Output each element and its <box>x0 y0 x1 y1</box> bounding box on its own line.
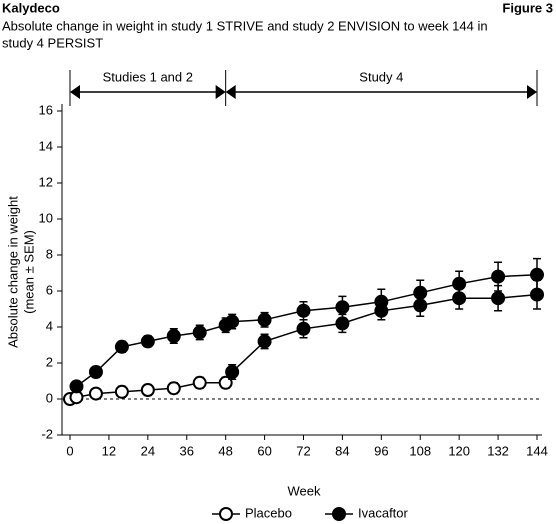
data-point <box>88 365 103 379</box>
y-axis-label: Absolute change in weight <box>5 196 20 348</box>
data-point <box>166 381 181 396</box>
data-point <box>335 300 350 315</box>
data-point <box>296 321 311 336</box>
period-label: Studies 1 and 2 <box>103 69 193 84</box>
y-tick-label: 4 <box>46 318 53 333</box>
y-tick-label: 8 <box>46 246 53 261</box>
chart-title: Absolute change in weight in study 1 STR… <box>2 18 488 33</box>
header-left: Kalydeco <box>2 0 60 15</box>
arrow-head <box>225 85 236 99</box>
data-point <box>413 298 428 313</box>
x-tick-label: 72 <box>296 443 310 458</box>
data-point <box>413 285 428 300</box>
legend-marker <box>332 507 346 521</box>
legend-marker <box>219 507 233 521</box>
data-point <box>192 325 207 340</box>
data-point <box>225 365 240 379</box>
y-tick-label: -2 <box>41 426 53 441</box>
data-point <box>257 334 272 349</box>
data-point <box>335 316 350 331</box>
x-tick-label: 0 <box>66 443 73 458</box>
data-point <box>225 314 240 329</box>
y-tick-label: 2 <box>46 354 53 369</box>
data-point <box>69 379 84 394</box>
data-point <box>192 375 207 390</box>
data-point <box>530 267 544 282</box>
data-point <box>88 386 103 401</box>
y-tick-label: 6 <box>46 282 53 297</box>
x-tick-label: 24 <box>141 443 155 458</box>
data-point <box>257 312 272 327</box>
data-point <box>452 291 467 306</box>
data-point <box>296 303 311 318</box>
x-tick-label: 84 <box>335 443 349 458</box>
x-tick-label: 36 <box>180 443 194 458</box>
x-tick-label: 96 <box>374 443 388 458</box>
arrow-head <box>70 85 80 99</box>
arrow-head <box>215 85 226 99</box>
data-point <box>140 383 155 397</box>
x-tick-label: 132 <box>487 443 509 458</box>
data-point <box>491 291 506 306</box>
data-point <box>452 276 467 291</box>
y-tick-label: 12 <box>39 174 53 189</box>
chart-title: study 4 PERSIST <box>2 35 103 50</box>
data-point <box>491 269 506 284</box>
y-axis-label: (mean ± SEM) <box>21 230 36 314</box>
legend-label: Ivacaftor <box>358 505 409 520</box>
x-tick-label: 120 <box>448 443 470 458</box>
data-point <box>166 329 181 343</box>
header-right: Figure 3 <box>502 0 553 15</box>
data-point <box>114 339 129 354</box>
data-point <box>140 334 155 349</box>
y-tick-label: 0 <box>46 390 53 405</box>
y-tick-label: 16 <box>39 102 53 117</box>
period-label: Study 4 <box>359 69 403 84</box>
legend-label: Placebo <box>245 505 292 520</box>
arrow-head <box>527 85 537 99</box>
x-axis-label: Week <box>288 483 321 498</box>
x-tick-label: 108 <box>409 443 431 458</box>
x-tick-label: 60 <box>257 443 271 458</box>
x-tick-label: 48 <box>218 443 232 458</box>
y-tick-label: 14 <box>39 138 53 153</box>
series-line <box>76 274 538 388</box>
data-point <box>114 384 129 399</box>
x-tick-label: 12 <box>102 443 116 458</box>
data-point <box>374 303 389 318</box>
y-tick-label: 10 <box>39 210 53 225</box>
x-tick-label: 144 <box>526 443 548 458</box>
data-point <box>530 287 544 302</box>
